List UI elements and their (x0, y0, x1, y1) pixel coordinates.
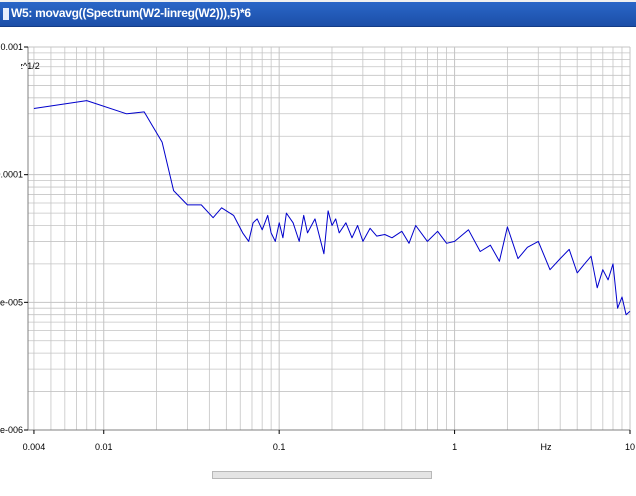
x-tick-label: 1 (452, 442, 457, 452)
spectrum-chart: 0.0010.00011e-0051e-0060.0040.010.1110Pa… (0, 42, 635, 452)
y-tick-label: 0.001 (0, 42, 23, 52)
x-axis-label: Hz (541, 442, 552, 452)
window-titlebar: W5: movavg((Spectrum(W2-linreg(W2))),5)*… (0, 0, 636, 27)
plot-background (28, 47, 630, 430)
x-tick-label: 0.1 (273, 442, 286, 452)
horizontal-scrollbar[interactable] (212, 471, 432, 479)
window-titlebar-bar[interactable]: W5: movavg((Spectrum(W2-linreg(W2))),5)*… (0, 2, 636, 27)
y-tick-label: 0.0001 (0, 170, 23, 180)
y-unit-box (0, 57, 21, 117)
window-icon (3, 8, 9, 20)
x-tick-label: 0.01 (95, 442, 113, 452)
spectrum-series-line (33, 100, 631, 316)
chart-area: 0.0010.00011e-0051e-0060.0040.010.1110Pa… (0, 27, 636, 496)
y-tick-label: 1e-005 (0, 297, 23, 307)
x-unit-box (520, 468, 582, 496)
x-tick-label: 10 (625, 442, 635, 452)
x-tick-label: 0.004 (23, 442, 46, 452)
window-title: W5: movavg((Spectrum(W2-linreg(W2))),5)*… (11, 6, 251, 20)
y-tick-label: 1e-006 (0, 425, 23, 435)
